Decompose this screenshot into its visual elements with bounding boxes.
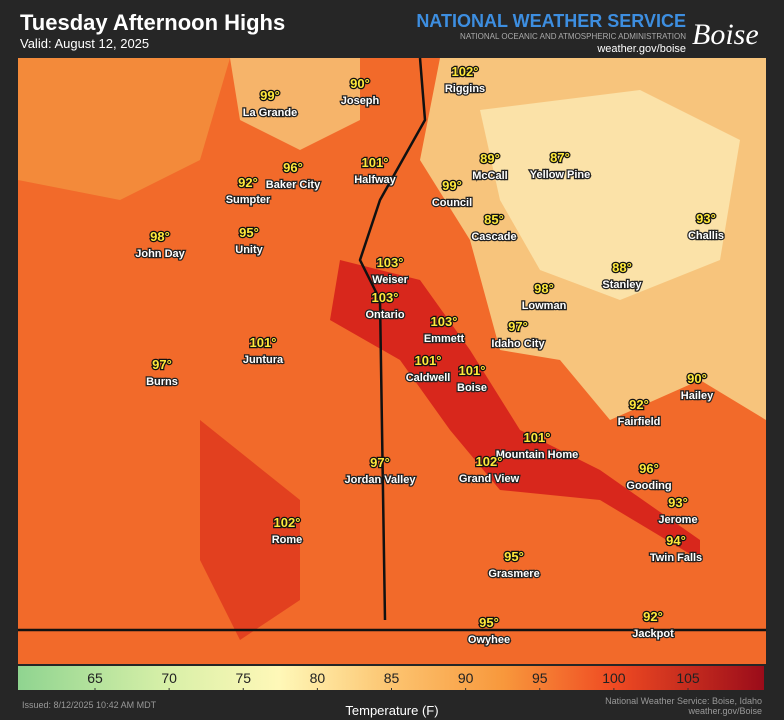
city-temp: 92° xyxy=(629,397,649,412)
city-name: Grand View xyxy=(459,473,520,485)
city-temp: 92° xyxy=(643,609,663,624)
city-temp: 95° xyxy=(239,225,259,240)
city-name: Ontario xyxy=(365,309,404,321)
city-name: Hailey xyxy=(681,390,714,402)
scale-tick-label: 80 xyxy=(310,670,326,686)
city-temp: 101° xyxy=(362,155,389,170)
city-name: Jerome xyxy=(658,514,697,526)
city-name: Jackpot xyxy=(632,628,674,640)
city-temp: 90° xyxy=(687,371,707,386)
city-temp: 101° xyxy=(250,335,277,350)
city-temp: 99° xyxy=(260,88,280,103)
city-name: Joseph xyxy=(341,95,380,107)
city-name: Caldwell xyxy=(406,372,451,384)
office: Boise xyxy=(692,18,759,51)
scale-tick-label: 105 xyxy=(676,670,700,686)
city-temp: 89° xyxy=(480,151,500,166)
city-temp: 97° xyxy=(152,357,172,372)
city-temp: 94° xyxy=(666,533,686,548)
scale-tick-label: 85 xyxy=(384,670,400,686)
scale-tick-label: 75 xyxy=(235,670,251,686)
city-name: Fairfield xyxy=(618,416,661,428)
high-terrain xyxy=(480,90,740,300)
city-name: Lowman xyxy=(522,300,567,312)
city-name: Boise xyxy=(457,382,487,394)
state-borders xyxy=(18,57,766,632)
city-temp: 97° xyxy=(370,455,390,470)
snake-river-heat xyxy=(330,260,700,560)
city-temp: 95° xyxy=(479,615,499,630)
city-temp: 101° xyxy=(459,363,486,378)
map xyxy=(18,57,766,664)
city-temp: 103° xyxy=(377,255,404,270)
city-name: Yellow Pine xyxy=(530,169,591,181)
city-name: Rome xyxy=(272,534,303,546)
city-name: Halfway xyxy=(354,174,396,186)
city-name: Emmett xyxy=(424,333,465,345)
city-name: Weiser xyxy=(372,274,409,286)
city-temp: 97° xyxy=(508,319,528,334)
city-temp: 96° xyxy=(283,160,303,175)
city-temp: 95° xyxy=(504,549,524,564)
city-name: McCall xyxy=(472,170,507,182)
title: Tuesday Afternoon Highs xyxy=(20,10,285,35)
credit-url: weather.gov/Boise xyxy=(687,706,762,716)
city-name: Gooding xyxy=(626,480,671,492)
city-name: Mountain Home xyxy=(496,449,579,461)
agency-sub: NATIONAL OCEANIC AND ATMOSPHERIC ADMINIS… xyxy=(460,32,686,41)
city-name: Owyhee xyxy=(468,634,510,646)
city-name: Idaho City xyxy=(491,338,545,350)
city-name: Juntura xyxy=(243,354,284,366)
city-name: Riggins xyxy=(445,83,485,95)
city-temp: 98° xyxy=(150,229,170,244)
city-temp: 101° xyxy=(415,353,442,368)
scale-tick-label: 70 xyxy=(161,670,177,686)
city-temp: 98° xyxy=(534,281,554,296)
city-temp: 92° xyxy=(238,175,258,190)
city-temp: 96° xyxy=(639,461,659,476)
city-temp: 85° xyxy=(484,212,504,227)
city-name: Grasmere xyxy=(488,568,539,580)
city-name: Council xyxy=(432,197,472,209)
city-temp: 102° xyxy=(476,454,503,469)
scale-tick-label: 65 xyxy=(87,670,103,686)
city-name: John Day xyxy=(135,248,185,260)
city-temp: 103° xyxy=(372,290,399,305)
color-scale xyxy=(18,666,764,690)
city-temp: 99° xyxy=(442,178,462,193)
scale-tick-label: 100 xyxy=(602,670,626,686)
city-temp: 90° xyxy=(350,76,370,91)
city-temp: 87° xyxy=(550,150,570,165)
issued: Issued: 8/12/2025 10:42 AM MDT xyxy=(22,700,157,710)
agency: NATIONAL WEATHER SERVICE xyxy=(416,11,686,31)
city-name: Sumpter xyxy=(226,194,271,206)
city-name: Unity xyxy=(235,244,263,256)
scale-label: Temperature (F) xyxy=(345,703,438,718)
valid-date: Valid: August 12, 2025 xyxy=(20,36,149,51)
city-name: Baker City xyxy=(266,179,321,191)
scale-tick-label: 90 xyxy=(458,670,474,686)
blue-mtns xyxy=(18,58,230,200)
city-temp: 103° xyxy=(431,314,458,329)
city-temp: 93° xyxy=(668,495,688,510)
city-name: Challis xyxy=(688,230,724,242)
city-name: Burns xyxy=(146,376,178,388)
city-name: Jordan Valley xyxy=(345,474,417,486)
wallowa xyxy=(230,58,360,150)
city-temp: 88° xyxy=(612,260,632,275)
credit: National Weather Service: Boise, Idaho xyxy=(605,696,762,706)
owyhee-heat xyxy=(200,420,300,640)
city-name: Cascade xyxy=(471,231,516,243)
city-name: Stanley xyxy=(602,279,642,291)
city-temp: 101° xyxy=(524,430,551,445)
city-temp: 102° xyxy=(274,515,301,530)
scale-tick-label: 95 xyxy=(532,670,548,686)
website: weather.gov/boise xyxy=(596,43,686,55)
city-temp: 102° xyxy=(452,64,479,79)
city-name: La Grande xyxy=(243,107,297,119)
city-temp: 93° xyxy=(696,211,716,226)
city-name: Twin Falls xyxy=(650,552,702,564)
